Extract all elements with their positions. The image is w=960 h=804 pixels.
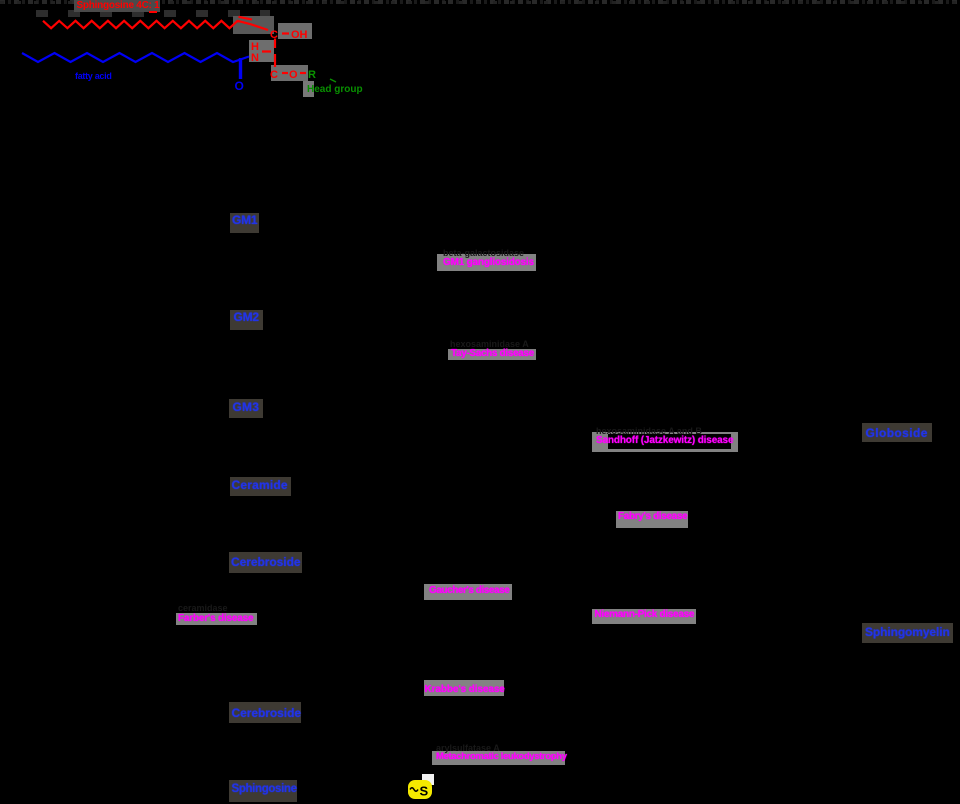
svg-text:OH: OH [291,29,308,41]
svg-text:H: H [251,41,259,53]
svg-text:O: O [235,79,244,93]
svg-text:R: R [308,69,316,81]
svg-text:N: N [251,52,259,64]
svg-text:S: S [420,784,429,799]
svg-text:C: C [270,69,278,81]
svg-text:C: C [270,29,278,41]
svg-text:O: O [289,69,298,81]
